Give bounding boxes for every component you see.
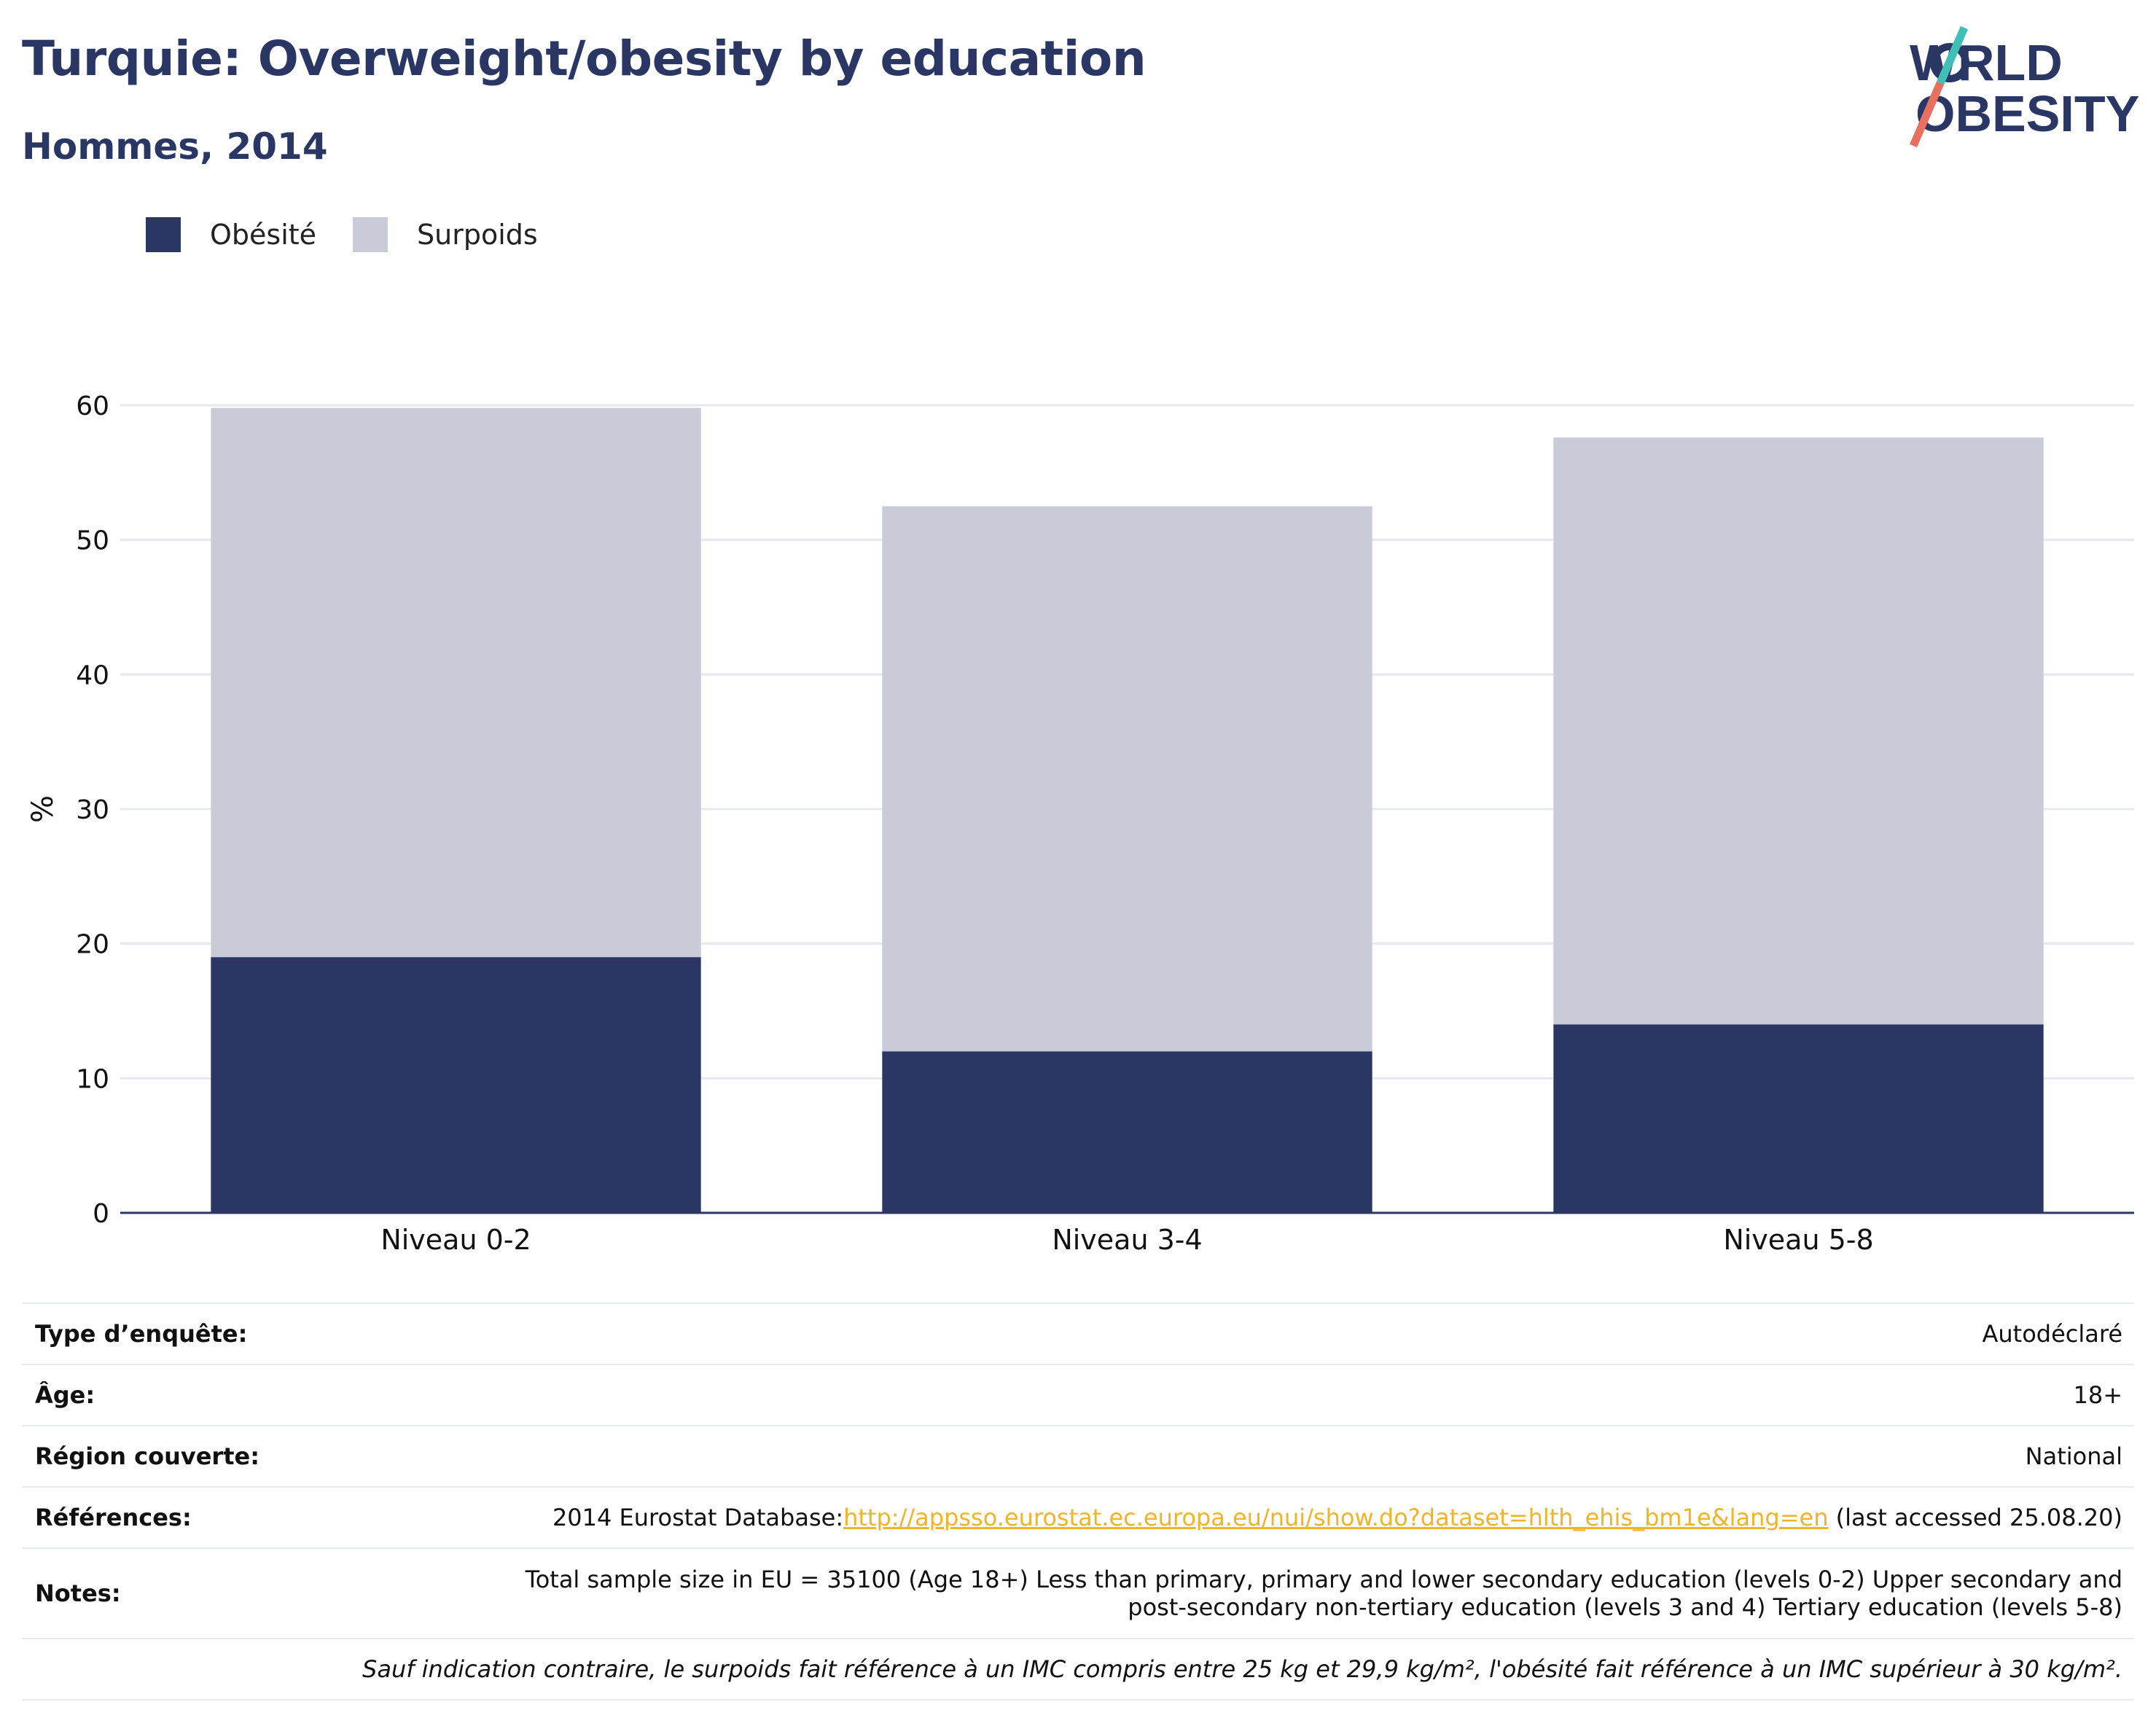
legend-label-obesity: Obésité: [210, 219, 317, 251]
y-tick-label-50: 50: [76, 526, 109, 556]
references-suffix: (last accessed 25.08.20): [1828, 1504, 2122, 1531]
region-label: Région couverte:: [22, 1425, 472, 1487]
stacked-bar-chart: 0 10 20 30 40 50 60% Niveau 0-2 Niveau 3-4 Niveau…: [26, 391, 2134, 1256]
info-row-age: Âge: 18+: [22, 1364, 2134, 1426]
y-axis-label: %: [26, 795, 60, 823]
survey-type-label: Type d’enquête:: [22, 1303, 472, 1364]
age-label: Âge:: [22, 1364, 472, 1426]
legend-label-overweight: Surpoids: [417, 219, 538, 251]
svg-text:RLD: RLD: [1958, 34, 2063, 91]
bar-overweight-2: [882, 506, 1372, 1052]
bar-obesity-1: [211, 957, 701, 1213]
bar-obesity-2: [882, 1051, 1372, 1213]
info-row-notes: Notes: Total sample size in EU = 35100 (…: [22, 1547, 2134, 1639]
region-value: National: [472, 1425, 2134, 1487]
info-row-region: Région couverte: National: [22, 1425, 2134, 1487]
references-label: Références:: [22, 1486, 472, 1548]
age-value: 18+: [472, 1364, 2134, 1426]
x-tick-label-3: Niveau 5-8: [1723, 1224, 1873, 1256]
notes-line-1: Total sample size in EU = 35100 (Age 18+…: [525, 1566, 2122, 1593]
info-row-references: Références: 2014 Eurostat Database:http:…: [22, 1486, 2134, 1548]
y-tick-label-20: 20: [76, 930, 109, 960]
references-prefix: 2014 Eurostat Database:: [552, 1504, 844, 1531]
y-tick-label-40: 40: [76, 660, 109, 690]
page-title: Turquie: Overweight/obesity by education: [22, 31, 1147, 87]
legend-item-overweight[interactable]: Surpoids: [353, 217, 538, 252]
y-tick-label-60: 60: [76, 391, 109, 421]
info-table: Type d’enquête: Autodéclaré Âge: 18+ Rég…: [22, 1303, 2134, 1700]
legend-swatch-overweight: [353, 217, 388, 252]
page-subtitle: Hommes, 2014: [22, 125, 328, 168]
notes-label: Notes:: [22, 1547, 472, 1639]
footnote-text: Sauf indication contraire, le surpoids f…: [22, 1638, 2134, 1700]
info-row-survey: Type d’enquête: Autodéclaré: [22, 1303, 2134, 1364]
chart-legend: Obésité Surpoids: [146, 217, 574, 252]
notes-value: Total sample size in EU = 35100 (Age 18+…: [472, 1547, 2134, 1639]
y-tick-label-0: 0: [93, 1199, 109, 1229]
references-value: 2014 Eurostat Database:http://appsso.eur…: [472, 1486, 2134, 1548]
legend-swatch-obesity: [146, 217, 181, 252]
world-obesity-logo: W RLD OBESITY: [1909, 26, 2139, 148]
info-row-footnote: Sauf indication contraire, le surpoids f…: [22, 1638, 2134, 1700]
bar-overweight-3: [1553, 437, 2044, 1025]
y-tick-label-30: 30: [76, 795, 109, 825]
legend-item-obesity[interactable]: Obésité: [146, 217, 316, 252]
x-tick-label-2: Niveau 3-4: [1052, 1224, 1202, 1256]
y-tick-label-10: 10: [76, 1064, 109, 1094]
svg-text:OBESITY: OBESITY: [1915, 85, 2139, 142]
notes-line-2: post-secondary non-tertiary education (l…: [1128, 1593, 2122, 1621]
survey-type-value: Autodéclaré: [472, 1303, 2134, 1364]
references-link[interactable]: http://appsso.eurostat.ec.europa.eu/nui/…: [843, 1504, 1829, 1531]
bar-overweight-1: [211, 407, 701, 958]
x-tick-label-1: Niveau 0-2: [380, 1224, 531, 1256]
bar-obesity-3: [1553, 1024, 2044, 1213]
